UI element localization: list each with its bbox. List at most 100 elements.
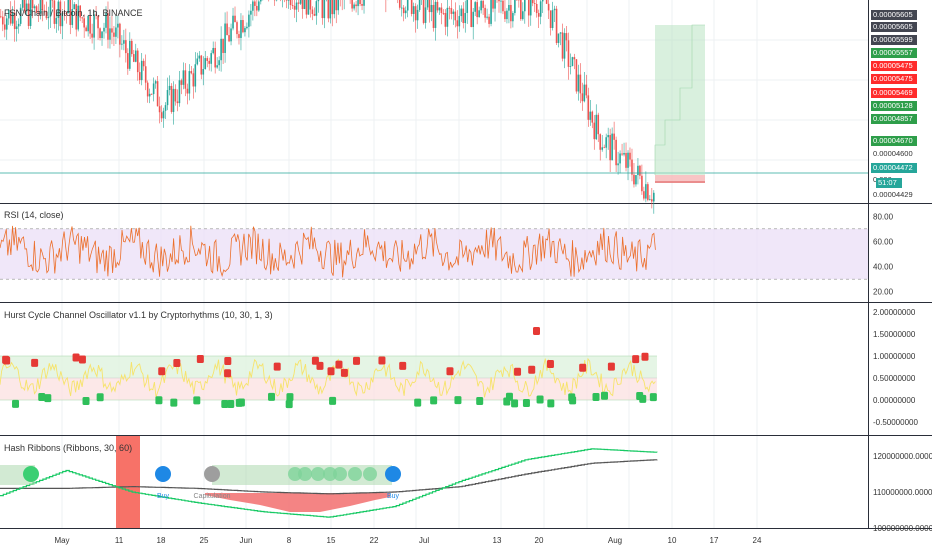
sell-marker bbox=[446, 367, 454, 376]
candle-body bbox=[438, 7, 441, 11]
sell-marker bbox=[546, 360, 554, 369]
signal-label: Buy bbox=[387, 493, 400, 500]
rsi-line bbox=[0, 225, 656, 278]
stop-loss-zone bbox=[655, 175, 705, 183]
candle-body bbox=[617, 163, 619, 166]
candle-body bbox=[490, 0, 492, 24]
candle-body bbox=[315, 1, 318, 16]
candle-body bbox=[103, 27, 105, 32]
price-tag: 0.00005605 bbox=[871, 10, 917, 20]
sell-marker bbox=[340, 368, 348, 377]
candle-body bbox=[0, 16, 2, 18]
candle-body bbox=[629, 152, 631, 160]
candle-body bbox=[492, 0, 494, 9]
candle-body bbox=[506, 10, 508, 20]
candle-body bbox=[625, 152, 627, 168]
candle-body bbox=[633, 174, 635, 185]
hurst-title[interactable]: Hurst Cycle Channel Oscillator v1.1 by C… bbox=[4, 310, 273, 320]
candle-body bbox=[212, 47, 214, 54]
candle-body bbox=[117, 23, 119, 28]
hash-ribbons-title[interactable]: Hash Ribbons (Ribbons, 30, 60) bbox=[4, 443, 133, 453]
candle-body bbox=[613, 133, 615, 140]
buy-marker bbox=[536, 395, 544, 404]
hash-axis-tick: 120000000.00000000 bbox=[873, 452, 932, 461]
candle-body bbox=[565, 33, 568, 41]
hurst-axis-tick: 2.00000000 bbox=[873, 308, 916, 317]
candle-body bbox=[132, 54, 135, 62]
candle-body bbox=[299, 0, 302, 4]
candle-body bbox=[89, 16, 91, 34]
sell-marker bbox=[72, 353, 80, 362]
candle-body bbox=[635, 175, 637, 185]
candle-body bbox=[398, 0, 401, 8]
candle-body bbox=[510, 4, 512, 22]
candle-body bbox=[430, 4, 433, 13]
hurst-axis-tick: 0.50000000 bbox=[873, 374, 916, 383]
buy-marker bbox=[170, 398, 178, 407]
candle-body bbox=[537, 13, 540, 17]
candle-body bbox=[93, 14, 95, 38]
rsi-title[interactable]: RSI (14, close) bbox=[4, 210, 64, 220]
date-tick: 11 bbox=[114, 536, 124, 545]
candle-body bbox=[637, 165, 639, 176]
candle-body bbox=[83, 18, 85, 28]
sell-marker bbox=[3, 356, 11, 365]
buy-marker bbox=[221, 399, 229, 408]
signal-circle bbox=[348, 467, 362, 481]
candle-body bbox=[109, 28, 111, 40]
signal-circle bbox=[298, 467, 312, 481]
symbol-title[interactable]: FSN/Chain / Bitcoin, 1h, BINANCE bbox=[4, 8, 143, 18]
date-tick: 25 bbox=[199, 536, 209, 545]
signal-circle bbox=[311, 467, 325, 481]
candle-body bbox=[527, 0, 530, 16]
candle-body bbox=[238, 34, 240, 38]
buy-marker bbox=[600, 391, 608, 400]
candle-body bbox=[69, 0, 72, 25]
buy-signal-circle bbox=[155, 466, 171, 482]
sell-marker bbox=[353, 356, 361, 365]
sell-marker bbox=[632, 355, 640, 364]
date-tick: Jun bbox=[239, 536, 253, 545]
price-tag: 0.00005128 bbox=[871, 101, 917, 111]
candle-body bbox=[170, 85, 173, 112]
candle-body bbox=[472, 11, 474, 27]
buy-marker bbox=[12, 399, 20, 408]
candle-body bbox=[182, 70, 185, 85]
candle-body bbox=[59, 1, 62, 27]
date-tick: 24 bbox=[752, 536, 762, 545]
candle-body bbox=[531, 0, 534, 4]
candle-body bbox=[460, 8, 463, 17]
price-tag: 0.00004600 bbox=[871, 149, 917, 159]
sell-marker bbox=[378, 356, 386, 365]
candle-body bbox=[77, 5, 80, 30]
buy-marker bbox=[569, 396, 577, 405]
buy-marker bbox=[430, 396, 438, 405]
candle-body bbox=[47, 16, 50, 19]
candle-body bbox=[190, 71, 193, 74]
candle-body bbox=[230, 28, 232, 42]
candle-body bbox=[285, 0, 288, 1]
candle-body bbox=[474, 2, 476, 12]
candle-body bbox=[305, 0, 308, 15]
candle-body bbox=[246, 26, 248, 29]
candle-body bbox=[508, 4, 510, 11]
candle-body bbox=[454, 11, 457, 21]
candle-body bbox=[355, 4, 357, 7]
candle-body bbox=[204, 58, 207, 70]
candle-body bbox=[607, 135, 609, 138]
buy-marker bbox=[649, 393, 657, 402]
candle-body bbox=[148, 93, 151, 97]
candle-body bbox=[609, 135, 611, 161]
candle-body bbox=[295, 2, 298, 10]
sell-marker bbox=[224, 369, 232, 378]
candle-body bbox=[113, 32, 115, 37]
candle-body bbox=[142, 60, 145, 67]
candle-body bbox=[85, 27, 87, 32]
candle-body bbox=[172, 88, 175, 112]
candle-body bbox=[260, 0, 262, 2]
candle-body bbox=[631, 159, 633, 175]
candle-body bbox=[33, 6, 36, 9]
candle-body bbox=[97, 15, 99, 29]
candle-body bbox=[45, 11, 48, 19]
